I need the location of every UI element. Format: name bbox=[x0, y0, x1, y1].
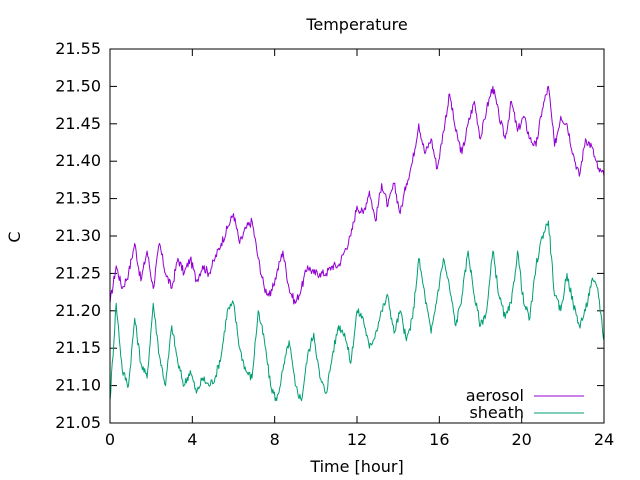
chart-title: Temperature bbox=[305, 15, 407, 34]
y-tick-label: 21.40 bbox=[55, 151, 101, 170]
x-tick-label: 8 bbox=[270, 430, 280, 449]
legend-label-sheath: sheath bbox=[469, 403, 524, 422]
y-tick-label: 21.55 bbox=[55, 39, 101, 58]
y-tick-label: 21.50 bbox=[55, 76, 101, 95]
y-tick-label: 21.45 bbox=[55, 114, 101, 133]
legend-label-aerosol: aerosol bbox=[466, 386, 524, 405]
x-tick-label: 24 bbox=[594, 430, 614, 449]
y-tick-label: 21.20 bbox=[55, 301, 101, 320]
series-line-aerosol bbox=[109, 85, 605, 305]
y-axis-ticks: 21.05 21.10 21.15 21.20 21.25 21.30 21.35 21.40… bbox=[55, 39, 604, 432]
plot-frame bbox=[109, 48, 605, 424]
x-tick-label: 20 bbox=[511, 430, 531, 449]
x-tick-label: 4 bbox=[187, 430, 197, 449]
x-axis-ticks: 0 4 8 12 16 20 24 bbox=[105, 49, 614, 449]
y-tick-label: 21.10 bbox=[55, 376, 101, 395]
x-tick-label: 16 bbox=[429, 430, 449, 449]
y-tick-label: 21.30 bbox=[55, 226, 101, 245]
x-tick-label: 12 bbox=[347, 430, 367, 449]
series-line-sheath bbox=[109, 220, 605, 402]
x-axis-label: Time [hour] bbox=[309, 457, 403, 476]
series-lines bbox=[109, 85, 605, 402]
y-tick-label: 21.05 bbox=[55, 413, 101, 432]
y-tick-label: 21.25 bbox=[55, 263, 101, 282]
y-axis-label: C bbox=[5, 231, 24, 242]
y-tick-label: 21.35 bbox=[55, 189, 101, 208]
x-tick-label: 0 bbox=[105, 430, 115, 449]
y-tick-label: 21.15 bbox=[55, 338, 101, 357]
